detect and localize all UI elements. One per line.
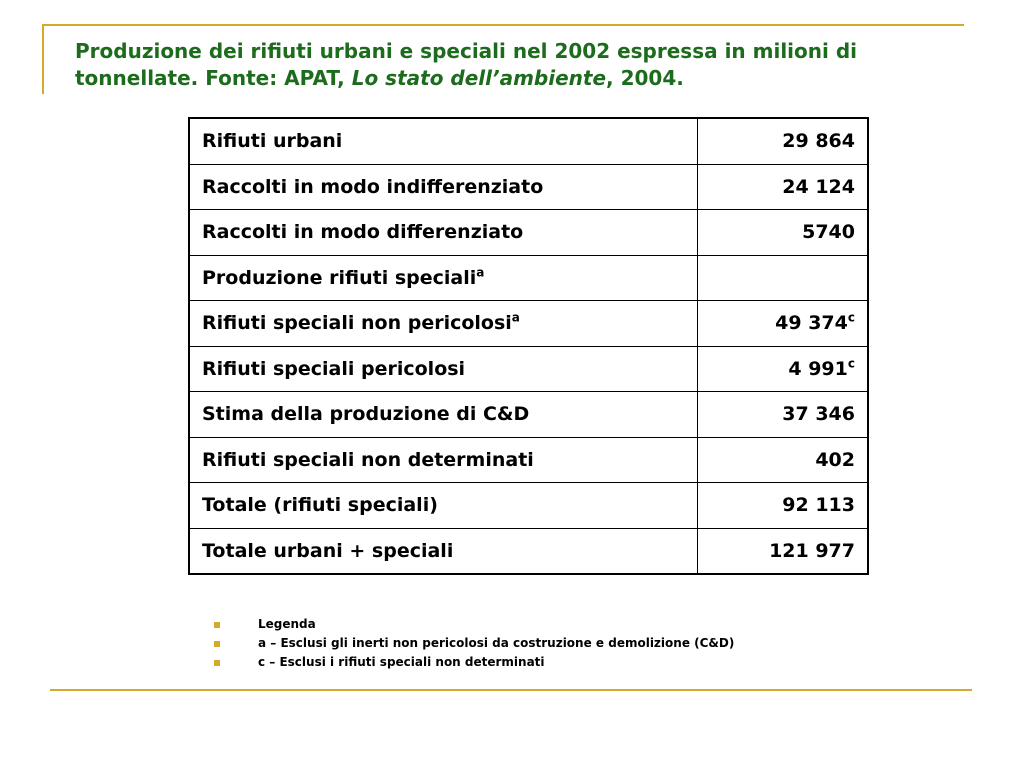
row-value: 402 <box>697 436 869 483</box>
row-label: Produzione rifiuti specialia <box>188 254 698 301</box>
title-part2: , 2004. <box>606 66 684 90</box>
row-value: 121 977 <box>697 527 869 575</box>
table-row: Stima della produzione di C&D 37 346 <box>188 391 869 438</box>
row-value: 24 124 <box>697 163 869 210</box>
row-value <box>697 254 869 301</box>
bottom-divider-line <box>50 689 972 691</box>
table-row: Rifiuti speciali pericolosi 4 991c <box>188 345 869 392</box>
row-label: Totale urbani + speciali <box>188 527 698 575</box>
legend-item: c – Esclusi i rifiuti speciali non deter… <box>212 653 734 672</box>
square-bullet-icon <box>214 641 220 647</box>
row-value: 49 374c <box>697 300 869 347</box>
row-label: Rifiuti urbani <box>188 117 698 165</box>
table-row: Totale (rifiuti speciali) 92 113 <box>188 482 869 529</box>
table-row: Rifiuti speciali non determinati 402 <box>188 436 869 483</box>
table-row: Raccolti in modo indifferenziato 24 124 <box>188 163 869 210</box>
row-label: Raccolti in modo differenziato <box>188 209 698 256</box>
square-bullet-icon <box>214 660 220 666</box>
table-row: Rifiuti urbani 29 864 <box>188 117 869 165</box>
waste-table: Rifiuti urbani 29 864 Raccolti in modo i… <box>188 117 869 575</box>
row-label: Totale (rifiuti speciali) <box>188 482 698 529</box>
table-row: Raccolti in modo differenziato 5740 <box>188 209 869 256</box>
legend-list: Legenda a – Esclusi gli inerti non peric… <box>212 615 734 672</box>
legend-item: a – Esclusi gli inerti non pericolosi da… <box>212 634 734 653</box>
legend-item: Legenda <box>212 615 734 634</box>
row-value: 4 991c <box>697 345 869 392</box>
row-label: Rifiuti speciali non pericolosia <box>188 300 698 347</box>
row-value: 29 864 <box>697 117 869 165</box>
table-row: Rifiuti speciali non pericolosia 49 374c <box>188 300 869 347</box>
title-italic-source: Lo stato dell’ambiente <box>351 66 607 90</box>
square-bullet-icon <box>214 622 220 628</box>
table-row: Totale urbani + speciali 121 977 <box>188 527 869 575</box>
top-divider-line <box>42 24 964 26</box>
row-value: 37 346 <box>697 391 869 438</box>
row-value: 5740 <box>697 209 869 256</box>
row-label: Rifiuti speciali pericolosi <box>188 345 698 392</box>
row-label: Raccolti in modo indifferenziato <box>188 163 698 210</box>
row-value: 92 113 <box>697 482 869 529</box>
left-accent-line <box>42 24 44 94</box>
title-part1: Produzione dei rifiuti urbani e speciali… <box>75 39 858 90</box>
table-row: Produzione rifiuti specialia <box>188 254 869 301</box>
row-label: Rifiuti speciali non determinati <box>188 436 698 483</box>
slide-title: Produzione dei rifiuti urbani e speciali… <box>75 38 955 92</box>
row-label: Stima della produzione di C&D <box>188 391 698 438</box>
